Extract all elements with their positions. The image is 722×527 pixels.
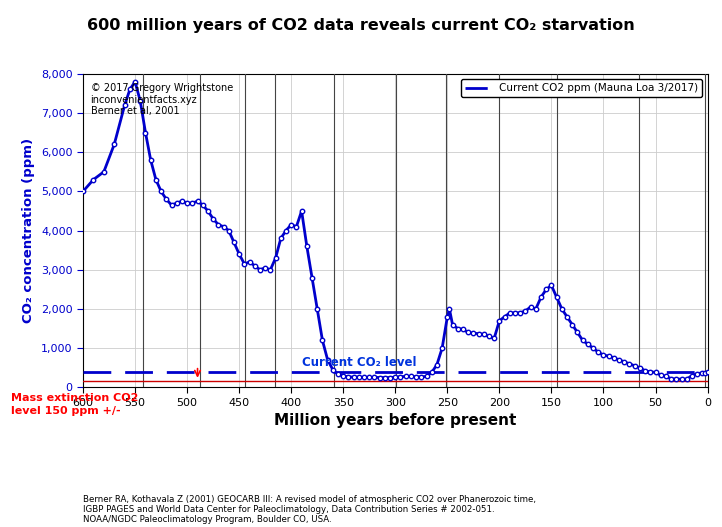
Text: © 2017 Gregory Wrightstone
inconvenientfacts.xyz
Berner et al, 2001: © 2017 Gregory Wrightstone inconvenientf… bbox=[90, 83, 232, 116]
Text: Berner RA, Kothavala Z (2001) GEOCARB III: A revised model of atmospheric CO2 ov: Berner RA, Kothavala Z (2001) GEOCARB II… bbox=[83, 494, 536, 524]
X-axis label: Million years before present: Million years before present bbox=[274, 413, 516, 428]
Text: Current CO₂ level: Current CO₂ level bbox=[302, 356, 416, 369]
Text: 600 million years of CO2 data reveals current CO₂ starvation: 600 million years of CO2 data reveals cu… bbox=[87, 18, 635, 33]
Text: Mass extinction CO2
level 150 ppm +/-: Mass extinction CO2 level 150 ppm +/- bbox=[11, 393, 138, 416]
Y-axis label: CO₂ concentration (ppm): CO₂ concentration (ppm) bbox=[22, 138, 35, 323]
Legend: Current CO2 ppm (Mauna Loa 3/2017): Current CO2 ppm (Mauna Loa 3/2017) bbox=[461, 79, 703, 97]
